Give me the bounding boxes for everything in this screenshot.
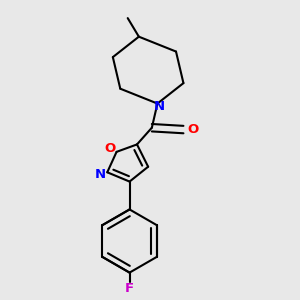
- Text: O: O: [104, 142, 116, 155]
- Text: N: N: [154, 100, 165, 113]
- Text: N: N: [95, 168, 106, 181]
- Text: F: F: [125, 282, 134, 295]
- Text: O: O: [187, 123, 198, 136]
